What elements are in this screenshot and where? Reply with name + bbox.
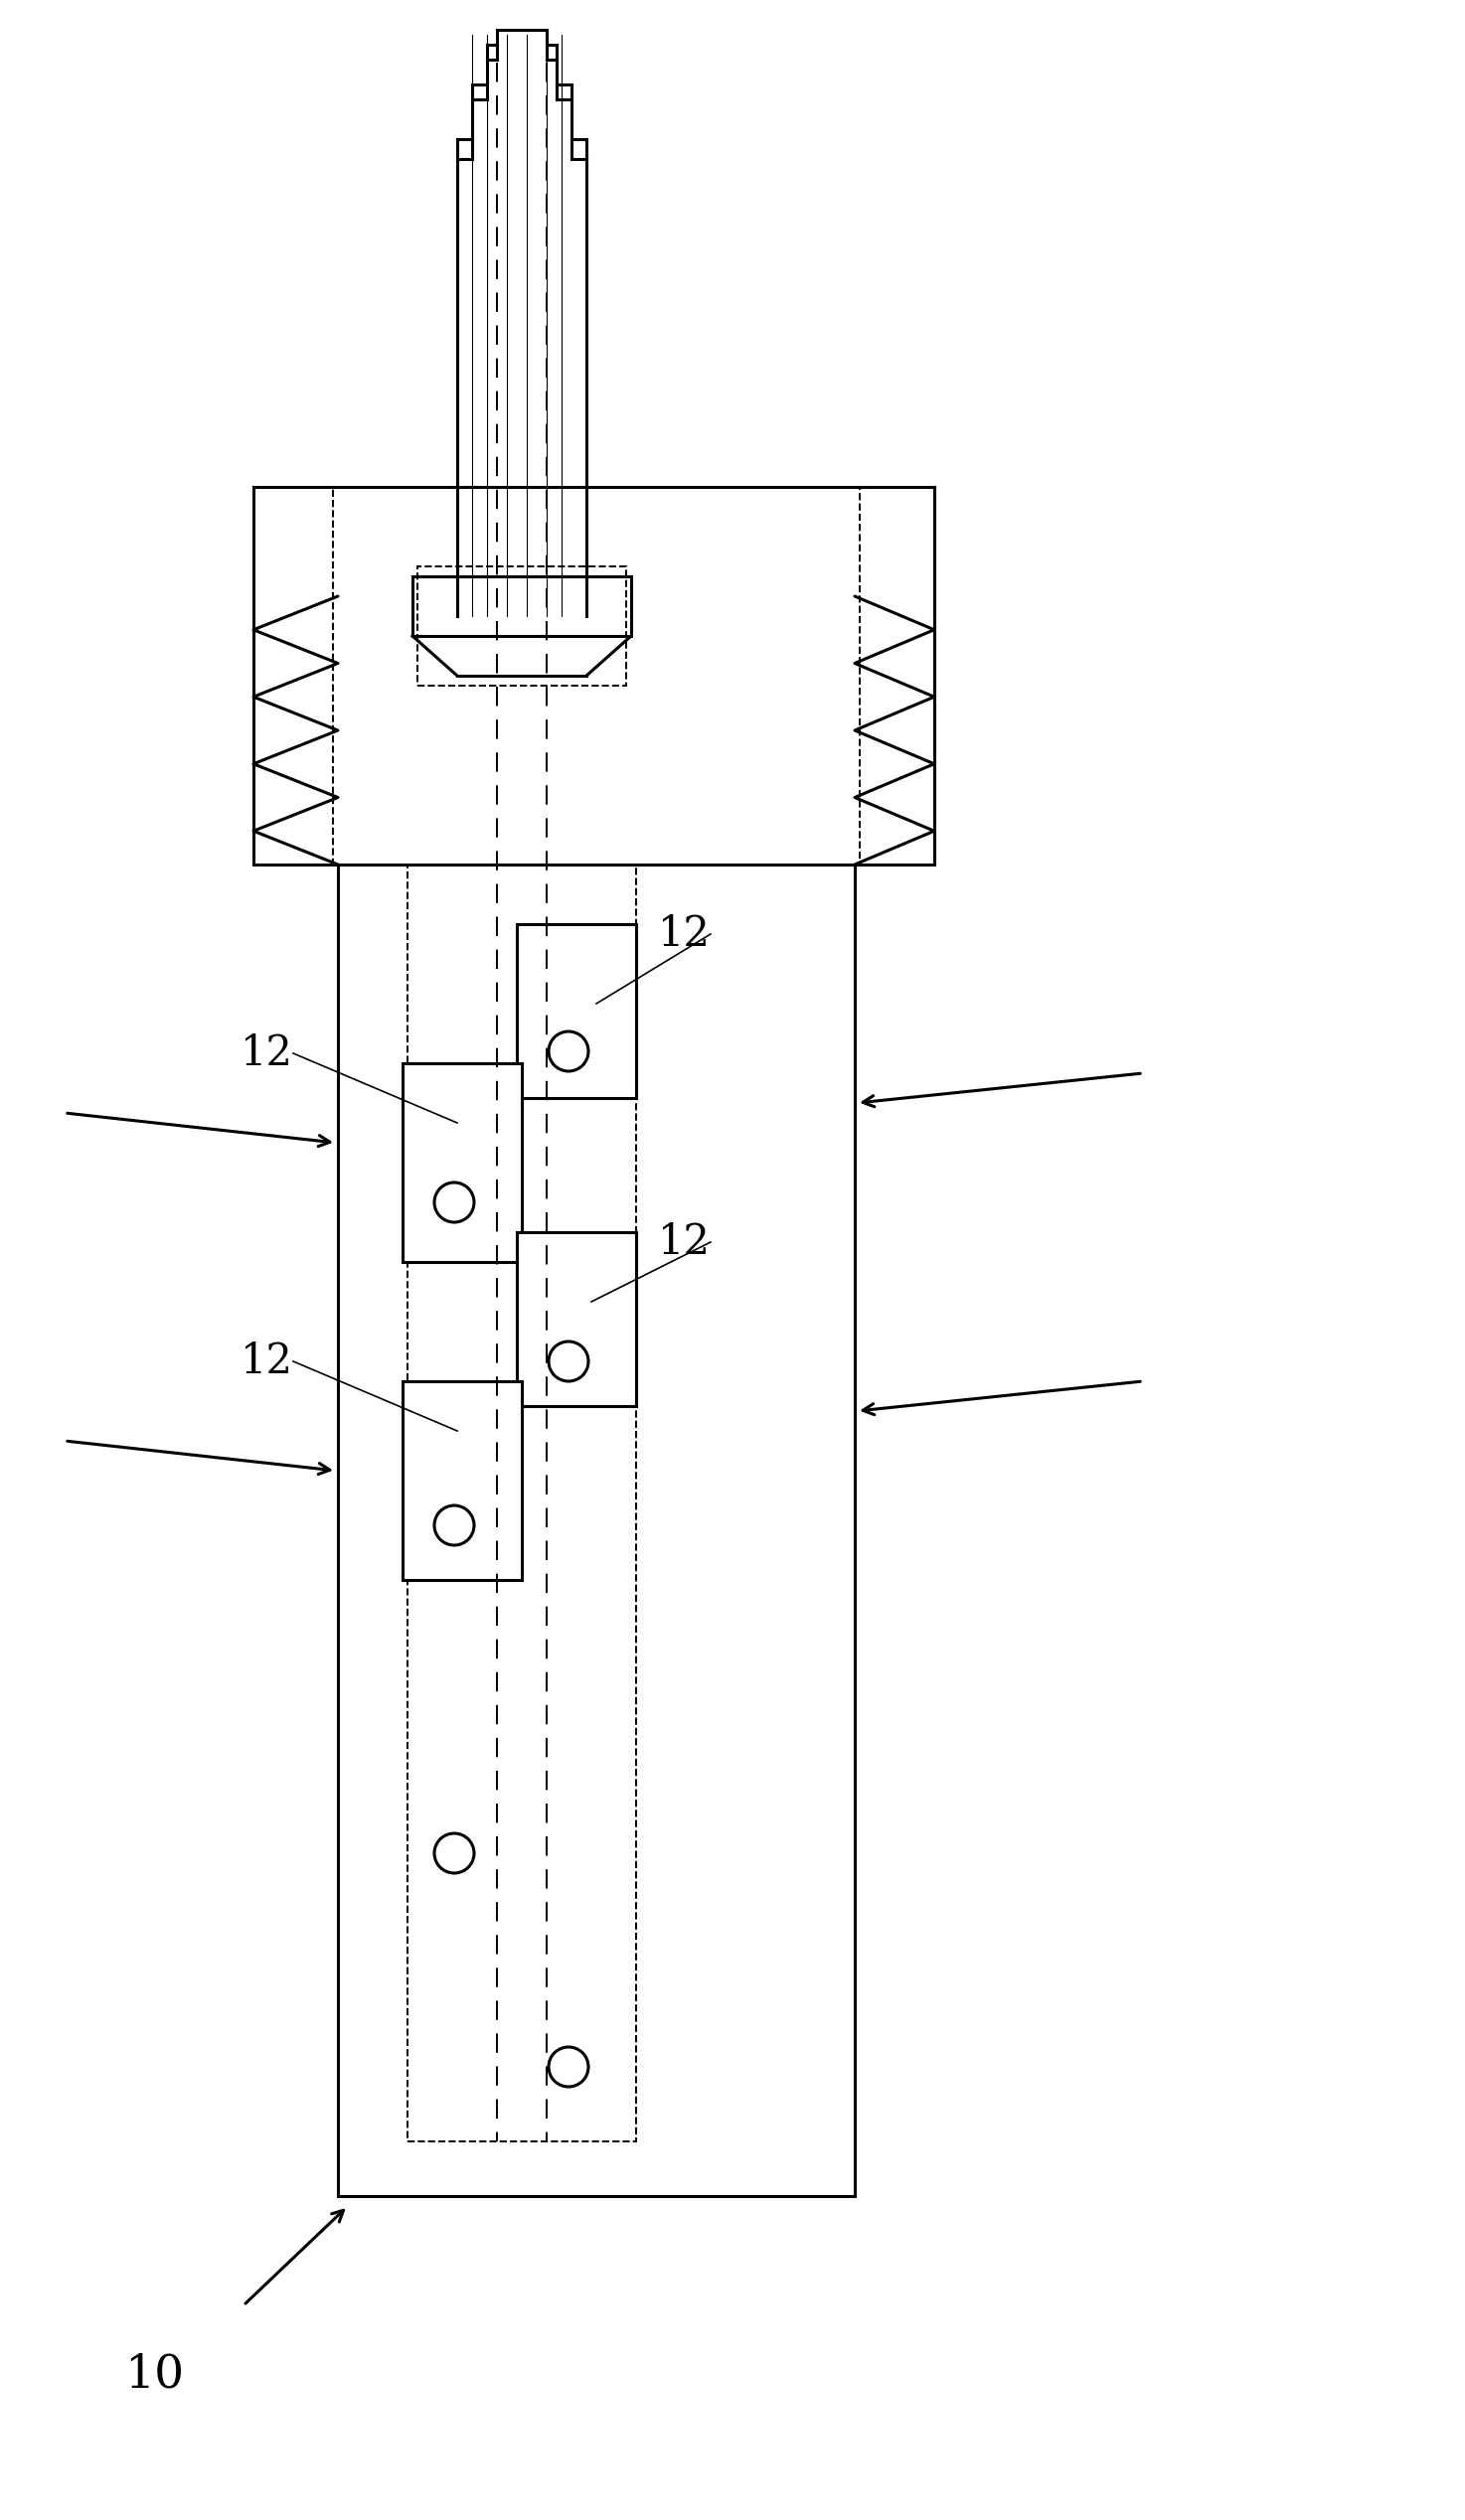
Bar: [517, 1232, 636, 1406]
Text: 12: 12: [658, 1222, 711, 1263]
Circle shape: [548, 1031, 589, 1071]
Bar: [418, 567, 626, 685]
Text: 12: 12: [240, 1033, 293, 1074]
Circle shape: [434, 1504, 475, 1545]
Circle shape: [548, 1341, 589, 1381]
Bar: [407, 864, 636, 2142]
Bar: [413, 577, 631, 635]
Bar: [517, 925, 636, 1099]
Bar: [253, 486, 935, 864]
Bar: [403, 1381, 522, 1580]
Text: 10: 10: [125, 2354, 185, 2397]
Bar: [338, 864, 854, 2195]
Bar: [403, 1063, 522, 1263]
Text: 12: 12: [658, 912, 711, 955]
Text: 12: 12: [240, 1341, 293, 1383]
Circle shape: [434, 1835, 475, 1872]
Circle shape: [548, 2046, 589, 2087]
Circle shape: [434, 1182, 475, 1222]
Bar: [333, 486, 860, 864]
